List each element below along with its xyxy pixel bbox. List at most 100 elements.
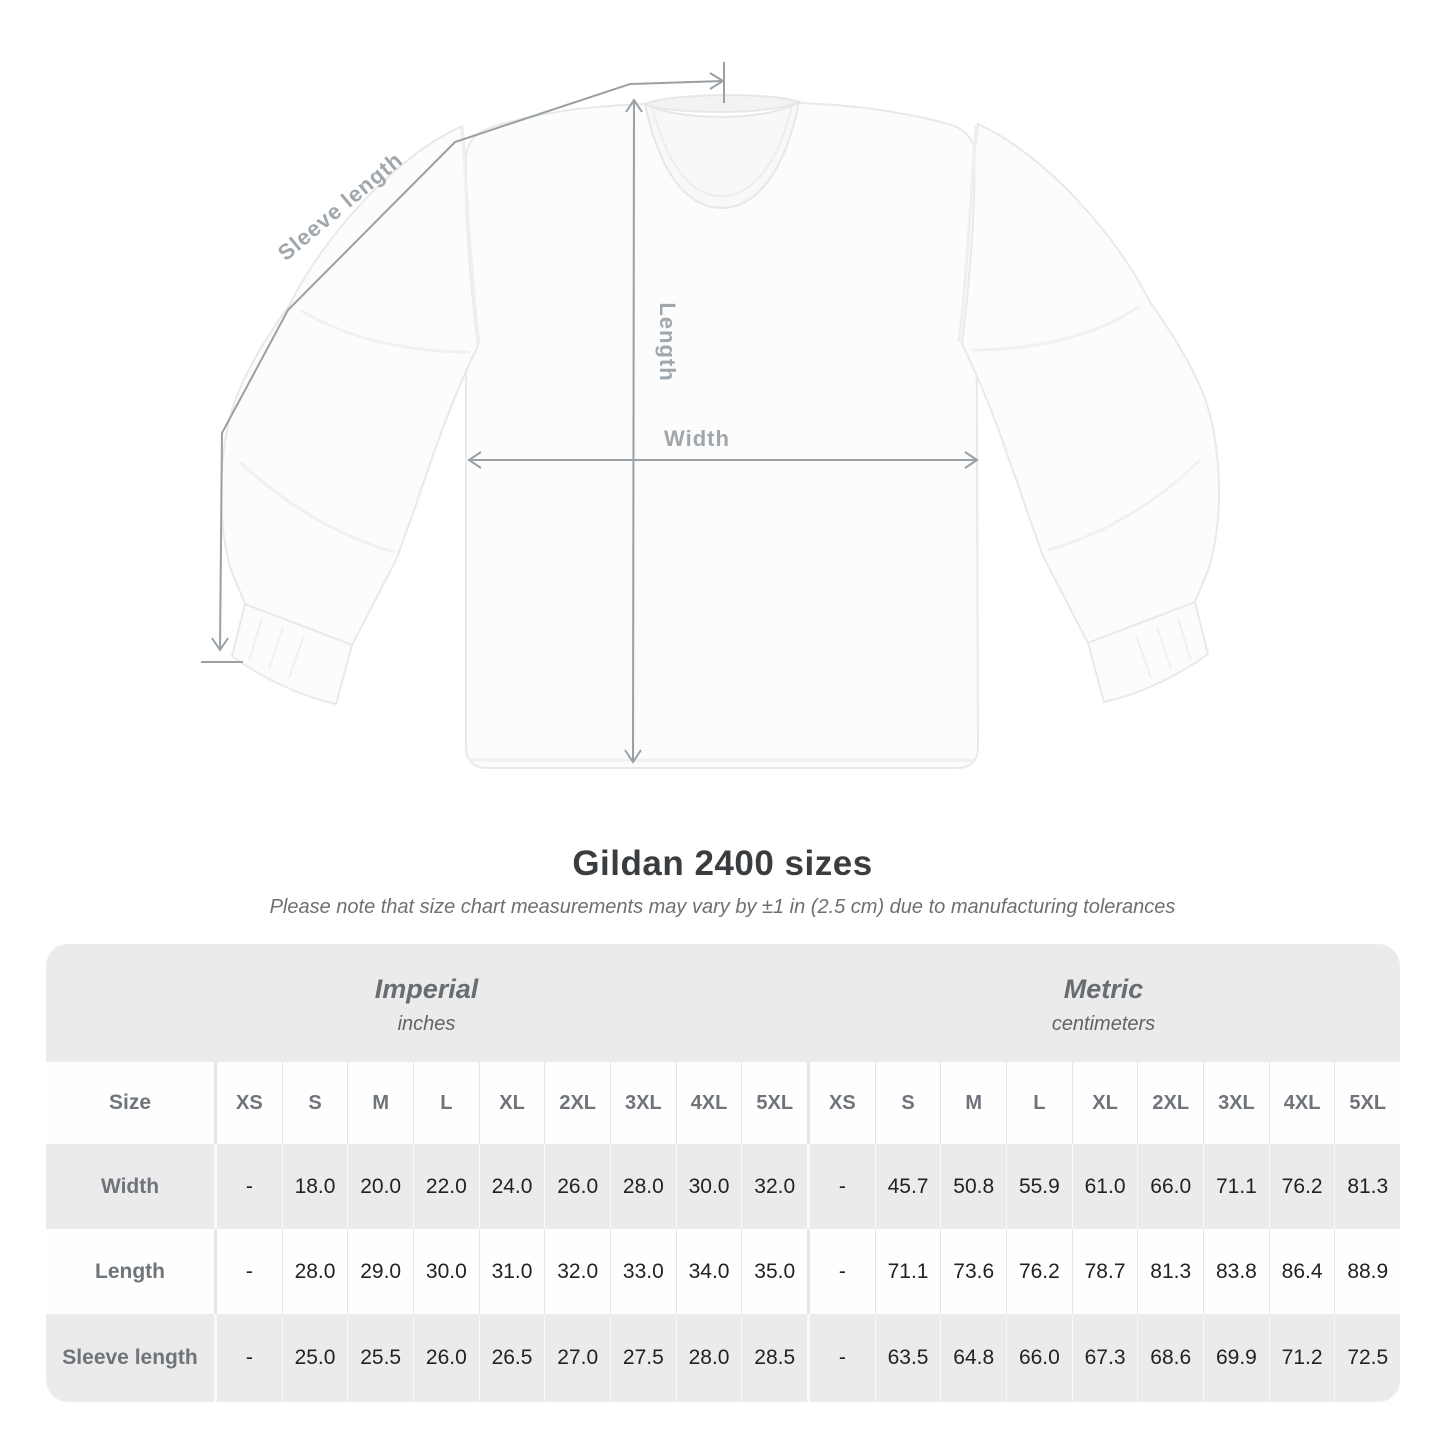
unit-header-band: Imperial inches Metric centimeters	[46, 944, 1400, 1062]
size-col-header: 4XL	[675, 1062, 742, 1144]
page-title: Gildan 2400 sizes	[572, 844, 873, 883]
table-cell: 26.0	[413, 1314, 479, 1402]
size-col-header: L	[1006, 1062, 1072, 1144]
table-cell: 25.0	[281, 1314, 348, 1402]
metric-unit: centimeters	[1051, 1013, 1156, 1035]
table-cell: 50.8	[940, 1144, 1006, 1229]
size-col-header: L	[413, 1062, 479, 1144]
table-cell: 76.2	[1268, 1144, 1335, 1229]
table-cell: 64.8	[940, 1314, 1006, 1402]
size-col-header: 5XL	[1334, 1062, 1400, 1144]
table-cell: 30.0	[413, 1229, 479, 1314]
sleeve-length-measure	[201, 62, 725, 663]
table-cell: 31.0	[478, 1229, 545, 1314]
size-col-header: 2XL	[1137, 1062, 1203, 1144]
length-label: Length	[655, 302, 680, 381]
table-cell: 78.7	[1071, 1229, 1138, 1314]
row-label: Sleeve length	[62, 1346, 198, 1369]
size-col-header: M	[347, 1062, 413, 1144]
table-cell: -	[807, 1314, 875, 1402]
size-col-header: 5XL	[741, 1062, 807, 1144]
size-col-header: XS	[214, 1062, 282, 1144]
table-cell: -	[214, 1314, 282, 1402]
table-cell: 30.0	[675, 1144, 742, 1229]
table-row-length: Length - 28.0 29.0 30.0 31.0 32.0 33.0 3…	[46, 1229, 1400, 1314]
table-cell: 28.0	[610, 1144, 676, 1229]
size-col-header: 3XL	[610, 1062, 676, 1144]
table-cell: -	[214, 1144, 282, 1229]
table-cell: 71.1	[1203, 1144, 1269, 1229]
table-row-width: Width - 18.0 20.0 22.0 24.0 26.0 28.0 30…	[46, 1144, 1400, 1229]
size-header-label: Size	[108, 1091, 152, 1114]
table-cell: 81.3	[1334, 1144, 1400, 1229]
table-cell: 28.5	[741, 1314, 807, 1402]
table-cell: -	[214, 1229, 282, 1314]
table-cell: 32.0	[544, 1229, 610, 1314]
table-cell: 67.3	[1071, 1314, 1138, 1402]
table-cell: 35.0	[741, 1229, 807, 1314]
table-cell: 32.0	[741, 1144, 807, 1229]
row-label: Length	[95, 1259, 165, 1283]
table-cell: 86.4	[1268, 1229, 1335, 1314]
size-col-header: XS	[807, 1062, 875, 1144]
table-cell: 66.0	[1006, 1314, 1072, 1402]
size-col-header: 4XL	[1268, 1062, 1335, 1144]
table-cell: 45.7	[874, 1144, 941, 1229]
shirt-shape	[220, 94, 1220, 769]
table-cell: -	[807, 1229, 875, 1314]
imperial-title: Imperial	[374, 974, 479, 1004]
size-table: Imperial inches Metric centimeters Size …	[46, 944, 1400, 1402]
table-cell: 33.0	[610, 1229, 676, 1314]
table-cell: 22.0	[413, 1144, 479, 1229]
table-cell: 76.2	[1006, 1229, 1072, 1314]
table-cell: 20.0	[347, 1144, 413, 1229]
table-cell: 66.0	[1137, 1144, 1203, 1229]
size-col-header: XL	[1071, 1062, 1138, 1144]
size-col-header: M	[940, 1062, 1006, 1144]
table-cell: 88.9	[1334, 1229, 1400, 1314]
size-col-header: 3XL	[1203, 1062, 1269, 1144]
table-cell: 71.1	[874, 1229, 941, 1314]
tolerance-note: Please note that size chart measurements…	[269, 896, 1176, 918]
table-cell: 27.5	[610, 1314, 676, 1402]
metric-title: Metric	[1063, 974, 1144, 1004]
table-cell: 69.9	[1203, 1314, 1269, 1402]
width-measure	[467, 451, 979, 469]
table-cell: 26.0	[544, 1144, 610, 1229]
table-cell: 83.8	[1203, 1229, 1269, 1314]
table-cell: 18.0	[281, 1144, 348, 1229]
table-cell: 73.6	[940, 1229, 1006, 1314]
table-cell: 34.0	[675, 1229, 742, 1314]
size-col-header: 2XL	[544, 1062, 610, 1144]
size-header-row: Size XS S M L XL 2XL 3XL 4XL 5XL XS S M …	[46, 1062, 1400, 1144]
table-cell: 28.0	[281, 1229, 348, 1314]
table-row-sleeve-length: Sleeve length - 25.0 25.5 26.0 26.5 27.0…	[46, 1314, 1400, 1402]
table-cell: 25.5	[347, 1314, 413, 1402]
table-cell: 61.0	[1071, 1144, 1138, 1229]
size-col-header: S	[281, 1062, 348, 1144]
table-cell: 63.5	[874, 1314, 941, 1402]
table-cell: 24.0	[478, 1144, 545, 1229]
table-cell: -	[807, 1144, 875, 1229]
table-cell: 68.6	[1137, 1314, 1203, 1402]
imperial-header: Imperial inches	[46, 944, 807, 1062]
table-cell: 29.0	[347, 1229, 413, 1314]
shirt-diagram: Sleeve length Length Width	[201, 62, 1220, 769]
shirt-illustration: Sleeve length Length Width	[201, 62, 1220, 769]
table-cell: 26.5	[478, 1314, 545, 1402]
width-label: Width	[664, 426, 730, 451]
table-cell: 27.0	[544, 1314, 610, 1402]
table-cell: 55.9	[1006, 1144, 1072, 1229]
table-cell: 71.2	[1268, 1314, 1335, 1402]
length-measure	[624, 98, 643, 764]
imperial-unit: inches	[397, 1013, 456, 1035]
table-cell: 81.3	[1137, 1229, 1203, 1314]
table-cell: 72.5	[1334, 1314, 1400, 1402]
size-col-header: XL	[478, 1062, 545, 1144]
metric-header: Metric centimeters	[807, 944, 1400, 1062]
size-col-header: S	[874, 1062, 941, 1144]
table-cell: 28.0	[675, 1314, 742, 1402]
title-block: Gildan 2400 sizes Please note that size …	[0, 844, 1445, 919]
row-label: Width	[100, 1174, 160, 1198]
